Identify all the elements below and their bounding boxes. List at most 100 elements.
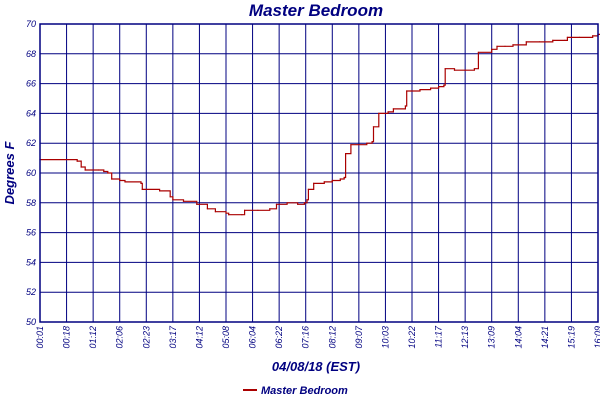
x-tick-label: 02:23 (141, 326, 151, 349)
x-tick-label: 14:04 (513, 326, 523, 349)
data-point (496, 45, 498, 47)
x-tick-label: 00:01 (35, 326, 45, 349)
series-line (40, 33, 600, 216)
data-point (592, 35, 594, 37)
data-point (111, 178, 113, 180)
data-point (140, 182, 142, 184)
data-point (491, 48, 493, 50)
data-point (419, 89, 421, 91)
data-point (366, 142, 368, 144)
data-point (303, 202, 305, 204)
x-tick-label: 09:07 (354, 325, 364, 349)
data-point (323, 181, 325, 183)
legend: Master Bedroom (243, 385, 348, 397)
data-point (275, 203, 278, 205)
data-point (564, 39, 566, 42)
data-point (404, 105, 406, 107)
data-point (225, 212, 227, 214)
data-point (339, 178, 341, 180)
x-tick-label: 10:03 (380, 326, 390, 349)
x-tick-label: 03:17 (168, 325, 178, 349)
x-tick-label: 00:18 (62, 326, 72, 349)
data-point (107, 172, 109, 174)
data-point (552, 39, 554, 42)
data-point (578, 36, 581, 39)
data-point (141, 188, 143, 190)
x-tick-label: 13:09 (487, 326, 497, 349)
y-tick-label: 54 (26, 257, 36, 267)
data-point (228, 214, 230, 216)
y-tick-label: 64 (26, 108, 36, 118)
data-point (343, 176, 345, 179)
y-tick-label: 68 (26, 49, 36, 59)
legend-label: Master Bedroom (261, 385, 348, 397)
x-axis-label: 04/08/18 (EST) (272, 359, 360, 374)
data-point (182, 200, 185, 202)
data-point (406, 90, 408, 92)
data-point (196, 203, 198, 205)
data-point (169, 196, 171, 198)
grid (39, 23, 599, 323)
data-point (350, 144, 352, 146)
data-point (84, 169, 86, 171)
x-tick-labels: 00:01 00:18 01:12 02:06 02:23 03:17 04:12 05:08… (35, 325, 600, 349)
data-point (473, 68, 475, 70)
data-point (119, 179, 121, 182)
data-point (206, 208, 208, 210)
data-point (392, 108, 394, 110)
y-tick-label: 60 (26, 168, 36, 178)
x-tick-label: 08:12 (327, 326, 337, 349)
x-tick-label: 15:19 (566, 326, 576, 349)
plot-frame (39, 23, 599, 323)
data-point (76, 160, 78, 162)
data-point (512, 44, 514, 46)
x-tick-label: 06:04 (248, 326, 258, 349)
chart-title: Master Bedroom (249, 1, 383, 20)
x-tick-label: 16:09 (593, 326, 600, 349)
data-point (443, 84, 445, 86)
x-tick-label: 11:17 (434, 325, 444, 348)
y-tick-label: 70 (26, 19, 36, 29)
y-tick-label: 66 (26, 79, 36, 89)
data-point (331, 179, 333, 182)
data-point (345, 153, 347, 155)
data-point (159, 190, 161, 192)
data-point (97, 169, 100, 171)
data-point (438, 86, 440, 88)
x-tick-label: 04:12 (194, 326, 204, 349)
data-point (297, 203, 299, 205)
y-tick-label: 58 (26, 198, 36, 208)
data-point (257, 209, 259, 211)
data-point (269, 208, 271, 210)
x-tick-label: 07:16 (301, 326, 311, 349)
y-tick-label: 62 (26, 138, 36, 148)
data-point (372, 126, 375, 128)
x-tick-label: 06:22 (274, 326, 284, 349)
y-tick-label: 52 (26, 287, 36, 297)
data-point (371, 141, 373, 143)
data-point (307, 188, 309, 190)
data-point (172, 199, 174, 201)
data-point (566, 36, 569, 39)
data-point (444, 68, 446, 70)
data-point (504, 45, 506, 47)
x-tick-label: 05:08 (221, 326, 231, 349)
data-point (430, 87, 432, 89)
data-point (538, 41, 541, 43)
data-point (80, 166, 82, 168)
data-point (387, 111, 389, 113)
data-point (313, 182, 315, 184)
y-tick-labels: 50 52 54 56 58 60 62 64 66 68 70 (26, 19, 36, 327)
x-tick-label: 10:22 (407, 326, 417, 349)
data-point (525, 41, 527, 43)
data-point (214, 211, 216, 213)
y-axis-label: Degrees F (2, 141, 17, 205)
data-point (477, 51, 479, 53)
y-tick-label: 50 (26, 317, 36, 327)
y-tick-label: 56 (26, 228, 36, 238)
x-tick-label: 14:21 (540, 326, 550, 349)
data-point (241, 214, 243, 216)
data-point (124, 181, 126, 183)
